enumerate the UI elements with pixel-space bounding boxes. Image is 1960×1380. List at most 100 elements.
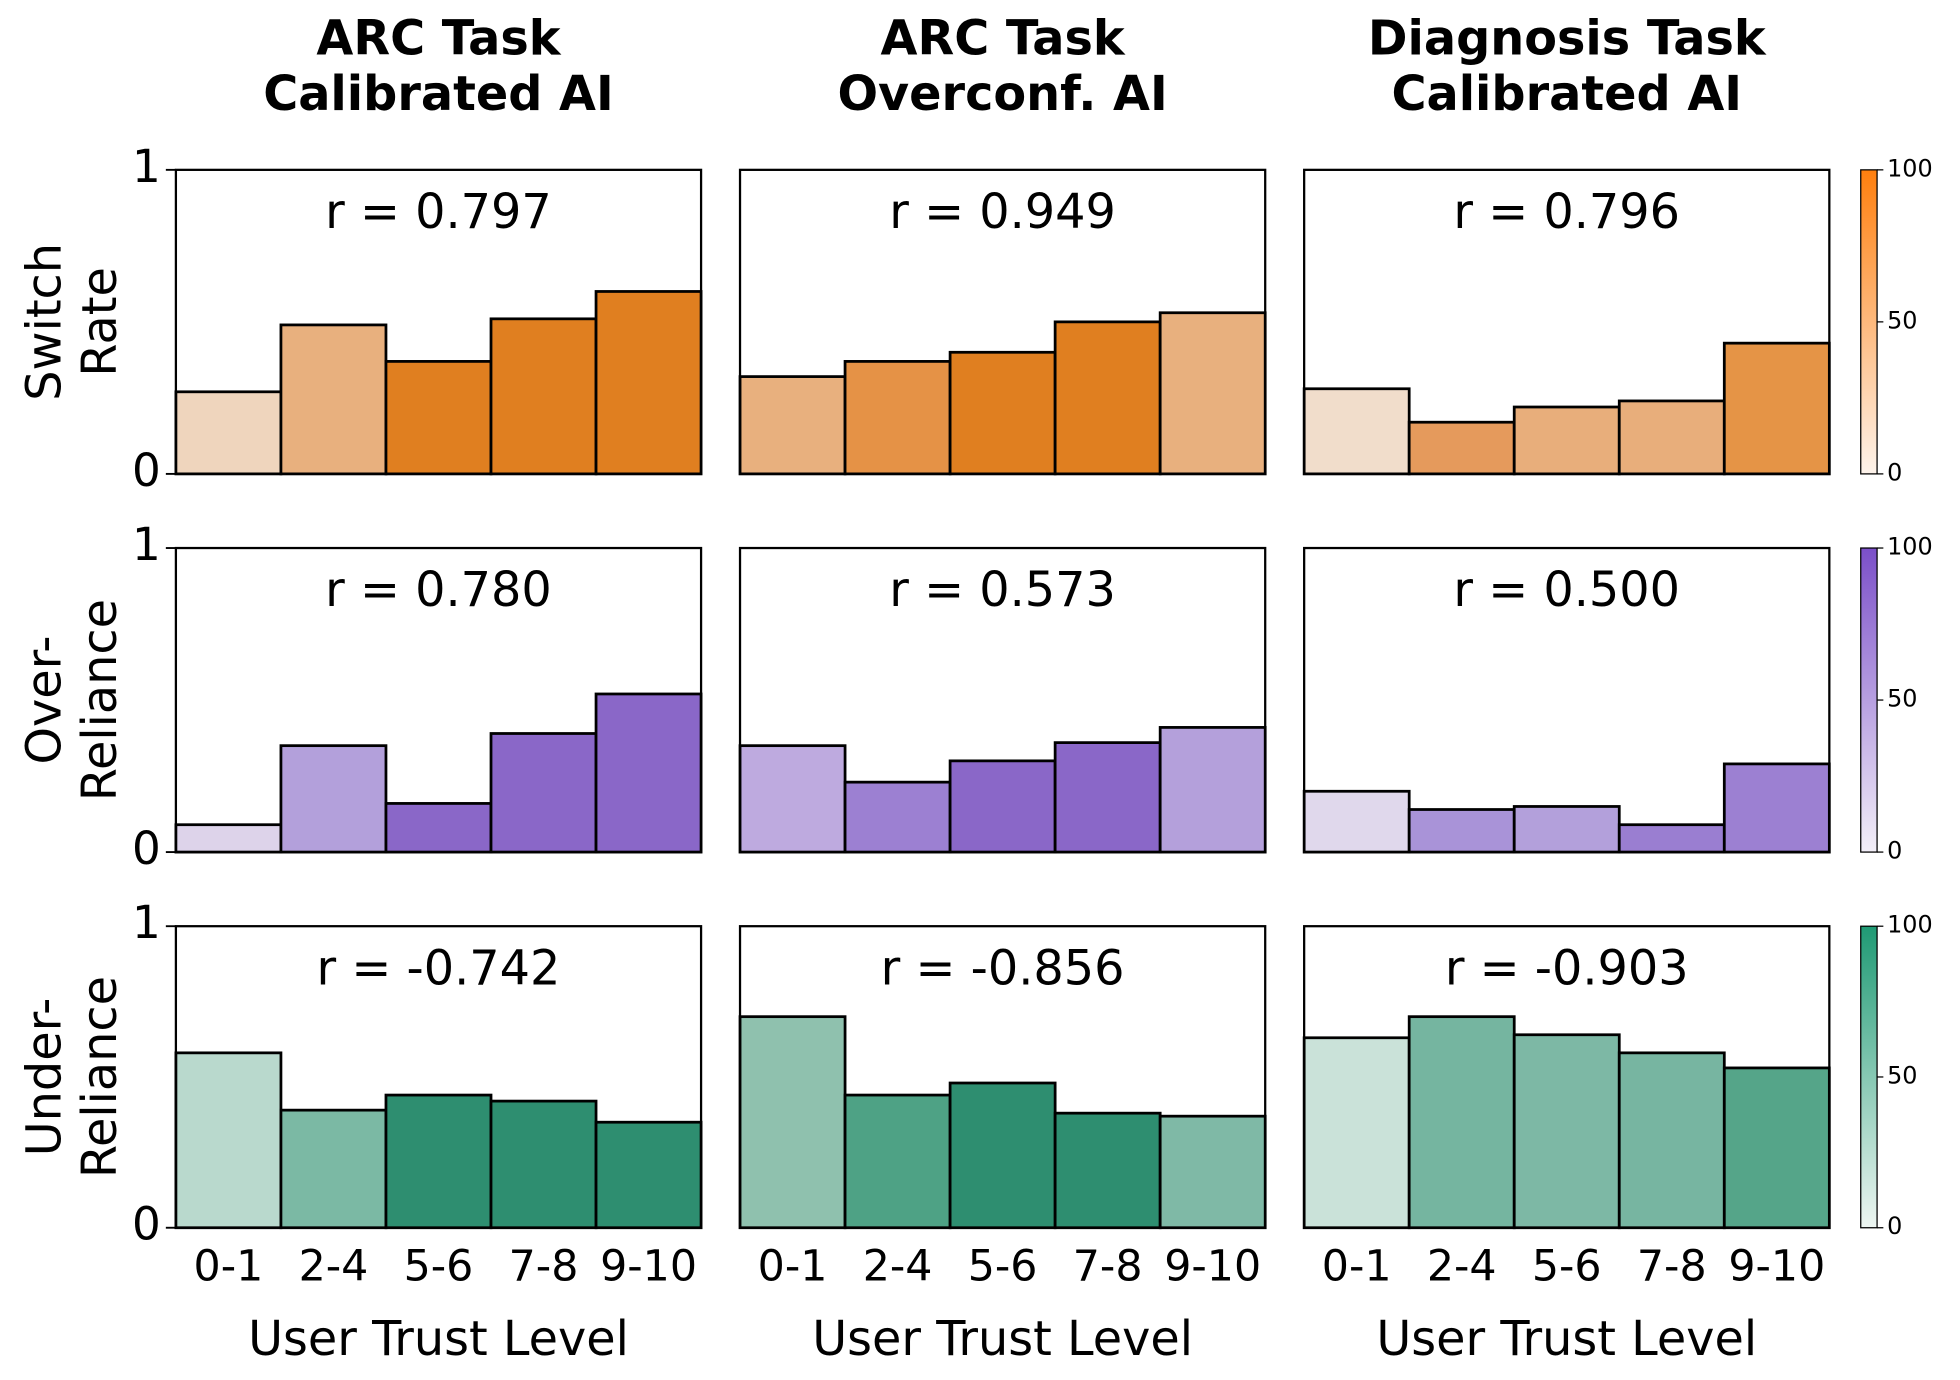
bar	[1302, 387, 1411, 476]
y-tick-label: 0	[132, 1198, 161, 1251]
annotation: r = 0.573	[889, 563, 1116, 618]
annotation: r = 0.500	[1453, 563, 1680, 618]
colorbar-tick-label: 50	[1887, 1061, 1917, 1089]
bar	[174, 1051, 283, 1230]
bar	[1302, 789, 1411, 854]
bar	[1617, 1051, 1726, 1230]
panel-title: Calibrated AI	[263, 67, 614, 122]
bar	[279, 744, 388, 854]
annotation: r = 0.796	[1453, 185, 1680, 240]
bar	[1407, 1015, 1516, 1230]
colorbar-tick-label: 100	[1887, 911, 1933, 939]
bar	[594, 1120, 703, 1230]
x-tick-label: 5-6	[404, 1242, 474, 1292]
bar	[1053, 741, 1162, 854]
x-tick-label: 7-8	[1637, 1242, 1707, 1292]
bar	[1407, 420, 1516, 476]
bar	[1407, 808, 1516, 854]
panel-title: Calibrated AI	[1391, 67, 1742, 122]
annotation: r = -0.856	[881, 941, 1125, 996]
bar	[1617, 399, 1726, 476]
bar	[1722, 762, 1831, 854]
x-tick-label: 9-10	[1164, 1242, 1261, 1292]
colorbar-tick-label: 0	[1887, 458, 1902, 486]
colorbar	[1860, 169, 1878, 475]
bar	[489, 732, 598, 854]
bar	[1617, 823, 1726, 854]
axes-frame	[738, 925, 1267, 1229]
x-tick-label: 7-8	[1073, 1242, 1143, 1292]
bar	[1302, 1036, 1411, 1230]
x-axis-label: User Trust Level	[248, 1312, 629, 1367]
bar	[489, 1099, 598, 1230]
bar	[384, 1093, 493, 1230]
bar	[948, 350, 1057, 476]
y-tick-label: 0	[132, 444, 161, 497]
bar	[1722, 341, 1831, 476]
y-axis-label: Reliance	[73, 599, 128, 801]
bar	[279, 323, 388, 476]
x-axis-label: User Trust Level	[812, 1312, 1193, 1367]
x-tick-label: 5-6	[968, 1242, 1038, 1292]
bar	[489, 317, 598, 476]
x-tick-label: 0-1	[758, 1242, 828, 1292]
annotation: r = 0.949	[889, 185, 1116, 240]
y-tick-label: 1	[132, 140, 161, 193]
bar	[738, 744, 847, 854]
bar	[384, 360, 493, 476]
bar	[1512, 1033, 1621, 1230]
bar	[738, 375, 847, 476]
x-tick-label: 9-10	[1728, 1242, 1825, 1292]
y-axis-label: Reliance	[73, 976, 128, 1178]
panel-title: Diagnosis Task	[1368, 12, 1767, 67]
axes-frame	[1303, 925, 1831, 1229]
x-tick-label: 0-1	[194, 1242, 264, 1292]
axes-frame	[174, 546, 703, 854]
colorbar-tick-label: 0	[1887, 837, 1902, 865]
colorbar-tick-label: 50	[1887, 685, 1917, 713]
axes-frame	[1303, 168, 1831, 476]
x-axis-label: User Trust Level	[1376, 1312, 1757, 1367]
colorbar	[1860, 925, 1878, 1229]
axes-frame	[174, 925, 703, 1229]
axes-frame	[738, 546, 1267, 854]
axes-frame	[1303, 546, 1831, 854]
bar	[1053, 1111, 1162, 1230]
colorbar-tick-label: 100	[1887, 154, 1933, 182]
x-tick-label: 2-4	[1427, 1242, 1497, 1292]
panel-title: ARC Task	[316, 12, 561, 67]
bar	[843, 360, 952, 476]
annotation: r = 0.797	[325, 185, 552, 240]
bar	[1053, 320, 1162, 476]
y-tick-label: 0	[132, 822, 161, 875]
y-axis-label: Over-	[18, 636, 73, 765]
y-tick-label: 1	[132, 896, 161, 949]
y-axis-label: Rate	[73, 267, 128, 376]
panel-title: ARC Task	[881, 12, 1126, 67]
colorbar-tick-label: 50	[1887, 306, 1917, 334]
bar	[1158, 311, 1267, 476]
bar	[948, 759, 1057, 854]
x-tick-label: 5-6	[1532, 1242, 1602, 1292]
y-axis-label: Under-	[18, 998, 73, 1157]
bar	[174, 823, 283, 854]
annotation: r = -0.903	[1445, 941, 1689, 996]
axes-frame	[174, 168, 703, 476]
bar	[1722, 1066, 1831, 1230]
bar	[738, 1015, 847, 1230]
x-tick-label: 2-4	[863, 1242, 933, 1292]
y-axis-label: Switch	[18, 243, 73, 401]
bar	[843, 780, 952, 854]
bar	[594, 692, 703, 854]
panel-title: Overconf. AI	[837, 67, 1167, 122]
bar	[384, 802, 493, 854]
colorbar	[1860, 547, 1878, 853]
bar	[843, 1093, 952, 1230]
bar	[948, 1081, 1057, 1230]
colorbar-tick-label: 0	[1887, 1212, 1902, 1240]
annotation: r = -0.742	[317, 941, 561, 996]
x-tick-label: 9-10	[600, 1242, 697, 1292]
x-tick-label: 0-1	[1322, 1242, 1392, 1292]
bar	[174, 390, 283, 476]
